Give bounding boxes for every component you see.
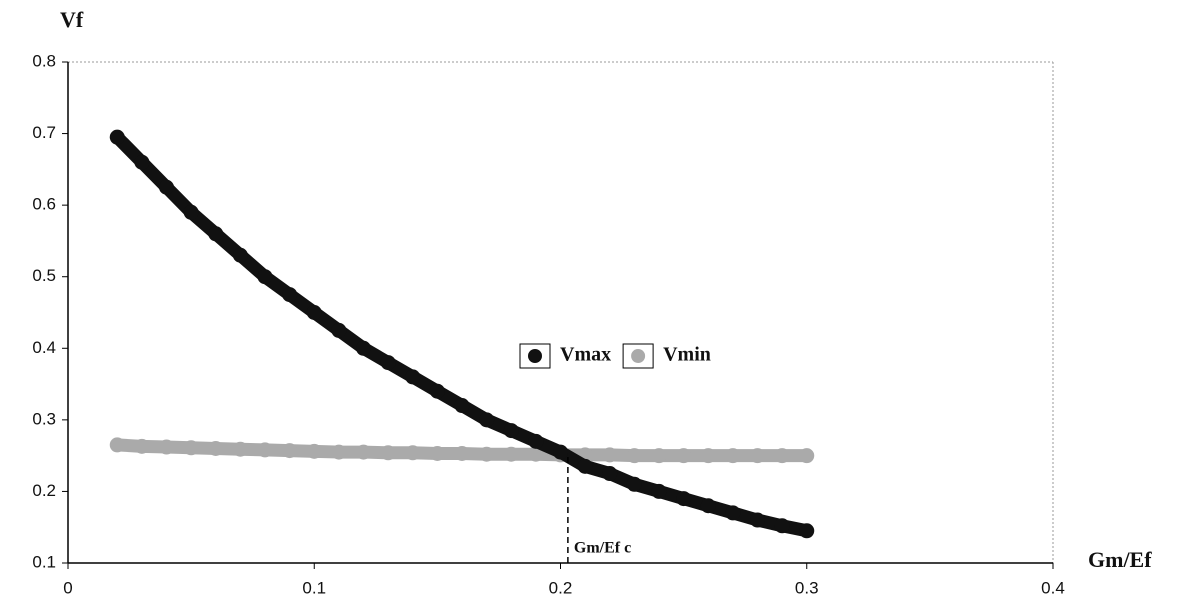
data-point bbox=[183, 440, 199, 456]
data-point bbox=[282, 287, 298, 303]
y-tick-label: 0.8 bbox=[32, 51, 56, 70]
data-point bbox=[159, 179, 174, 195]
legend-label: Vmax bbox=[560, 344, 611, 366]
data-point bbox=[306, 443, 322, 459]
data-point bbox=[700, 448, 716, 464]
data-point bbox=[257, 269, 273, 285]
data-point bbox=[528, 433, 544, 449]
data-point bbox=[553, 444, 568, 460]
x-tick-label: 0.3 bbox=[795, 578, 819, 597]
data-point bbox=[577, 458, 593, 474]
data-point bbox=[799, 523, 815, 539]
y-tick-label: 0.2 bbox=[32, 481, 56, 500]
data-point bbox=[651, 483, 667, 499]
x-axis-label: Gm/Ef bbox=[1088, 547, 1152, 572]
data-point bbox=[700, 498, 716, 514]
y-tick-label: 0.3 bbox=[32, 409, 56, 428]
series-line bbox=[110, 130, 814, 538]
data-point bbox=[306, 305, 322, 320]
y-axis-label: Vf bbox=[60, 7, 84, 32]
data-point bbox=[159, 439, 174, 455]
data-point bbox=[331, 322, 347, 338]
data-point bbox=[676, 448, 692, 464]
data-point bbox=[774, 448, 790, 464]
data-point bbox=[676, 491, 692, 507]
data-point bbox=[380, 445, 396, 461]
y-tick-label: 0.6 bbox=[32, 195, 56, 214]
data-point bbox=[356, 444, 371, 460]
data-point bbox=[750, 512, 765, 528]
x-tick-label: 0.1 bbox=[302, 578, 326, 597]
data-point bbox=[109, 129, 125, 145]
data-point bbox=[282, 443, 298, 459]
legend-label: Vmin bbox=[663, 344, 711, 366]
data-point bbox=[208, 226, 224, 242]
data-point bbox=[208, 440, 224, 456]
y-tick-label: 0.7 bbox=[32, 123, 56, 142]
data-point bbox=[528, 446, 544, 462]
data-point bbox=[725, 505, 741, 521]
data-point bbox=[109, 437, 125, 453]
data-point bbox=[356, 340, 371, 356]
data-point bbox=[454, 398, 470, 414]
annotation-text: Gm/Ef c bbox=[574, 540, 631, 557]
legend-swatch bbox=[631, 349, 646, 363]
data-point bbox=[503, 423, 519, 439]
y-tick-label: 0.5 bbox=[32, 266, 56, 285]
x-tick-label: 0.4 bbox=[1041, 578, 1065, 597]
data-point bbox=[232, 441, 248, 457]
y-tick-label: 0.1 bbox=[32, 552, 56, 571]
data-point bbox=[602, 447, 618, 463]
data-point bbox=[380, 355, 396, 371]
data-point bbox=[134, 438, 150, 454]
data-point bbox=[725, 448, 741, 464]
data-point bbox=[503, 446, 519, 462]
data-point bbox=[331, 444, 347, 460]
x-tick-label: 0.2 bbox=[549, 578, 573, 597]
data-point bbox=[479, 412, 495, 428]
data-point bbox=[651, 448, 667, 464]
data-point bbox=[183, 204, 199, 220]
data-point bbox=[232, 247, 248, 263]
data-point bbox=[405, 369, 421, 385]
data-point bbox=[134, 154, 150, 170]
x-tick-label: 0 bbox=[63, 578, 72, 597]
data-point bbox=[799, 448, 815, 464]
data-point bbox=[750, 448, 765, 464]
data-point bbox=[479, 446, 495, 462]
legend-swatch bbox=[528, 349, 542, 363]
data-point bbox=[257, 442, 273, 458]
data-point bbox=[626, 448, 642, 464]
data-point bbox=[602, 466, 618, 482]
y-tick-label: 0.4 bbox=[32, 338, 56, 357]
data-point bbox=[774, 518, 790, 534]
data-point bbox=[454, 445, 470, 461]
data-point bbox=[626, 476, 642, 492]
data-point bbox=[429, 383, 445, 399]
data-point bbox=[429, 445, 445, 461]
data-point bbox=[405, 445, 421, 461]
